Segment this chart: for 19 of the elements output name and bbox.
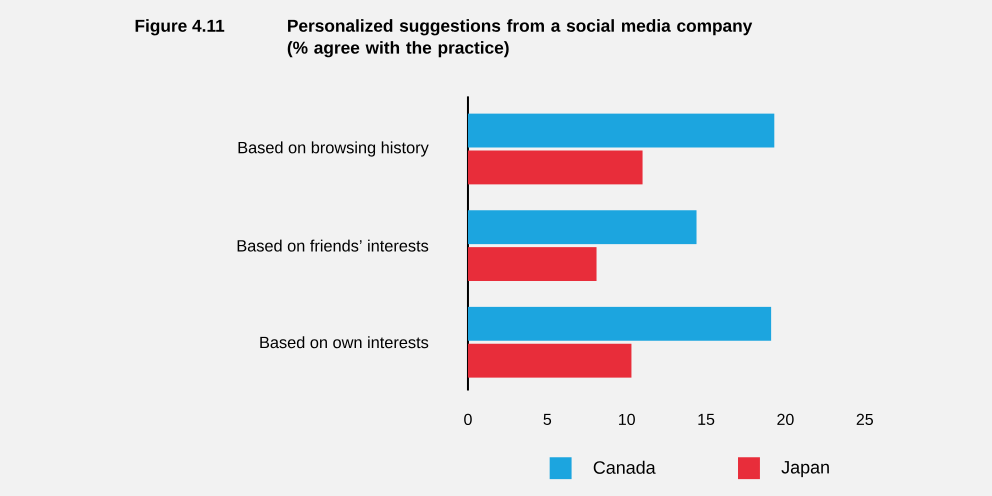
y-tick-label: Based on own interests xyxy=(260,336,428,348)
bar xyxy=(468,344,632,378)
caption: Figure 4.11 xyxy=(136,19,224,36)
x-tick-label: 0 xyxy=(464,414,472,425)
x-tick-label: 10 xyxy=(619,414,635,425)
bar xyxy=(468,150,643,184)
legend-label: Japan xyxy=(781,461,829,478)
x-tick-label: 25 xyxy=(856,414,873,425)
x-tick-label: 5 xyxy=(544,414,552,425)
y-tick-label: Based on friends’ interests xyxy=(238,240,428,252)
x-tick-label: 20 xyxy=(777,414,794,425)
bar xyxy=(468,210,697,244)
x-tick-label: 15 xyxy=(698,414,714,425)
bar xyxy=(468,306,772,341)
legend-label: Canada xyxy=(594,460,656,474)
bar xyxy=(468,114,774,148)
y-tick-label: Based on browsing history xyxy=(238,141,429,157)
chart-title: Personalized suggestions from a social media company (% agree with the practice) xyxy=(288,19,752,58)
bar xyxy=(468,247,597,281)
